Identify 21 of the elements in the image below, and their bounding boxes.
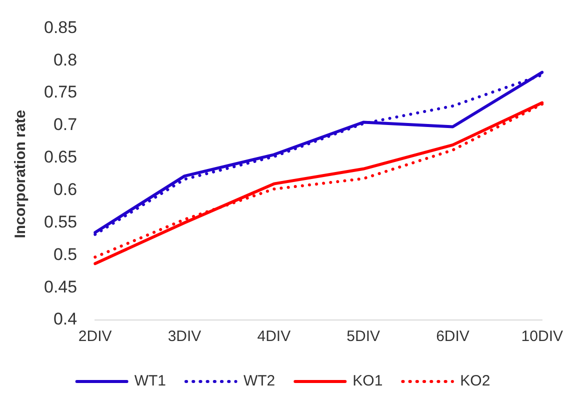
x-tick-label: 10DIV <box>521 328 564 346</box>
x-tick-label: 6DIV <box>436 328 470 346</box>
x-tick-label: 2DIV <box>78 328 112 346</box>
legend-label: KO1 <box>352 372 383 390</box>
y-tick-label: 0.75 <box>44 82 78 102</box>
y-tick-label: 0.45 <box>44 277 78 296</box>
legend-label: KO2 <box>460 372 490 390</box>
y-tick-label: 0.8 <box>53 50 78 70</box>
y-tick-label: 0.65 <box>44 148 78 167</box>
x-tick-label: 4DIV <box>257 328 291 346</box>
legend-label: WT2 <box>243 372 276 390</box>
x-tick-label: 5DIV <box>346 328 380 346</box>
y-tick-label: 0.4 <box>53 310 78 329</box>
x-tick-label: 3DIV <box>168 328 202 346</box>
y-tick-label: 0.6 <box>53 180 78 199</box>
y-tick-label: 0.55 <box>44 212 78 232</box>
y-axis-title: Incorporation rate <box>12 110 30 238</box>
legend-label: WT1 <box>134 372 166 390</box>
y-tick-label: 0.7 <box>53 115 78 134</box>
y-tick-label: 0.5 <box>53 244 78 264</box>
y-tick-label: 0.85 <box>44 18 78 37</box>
